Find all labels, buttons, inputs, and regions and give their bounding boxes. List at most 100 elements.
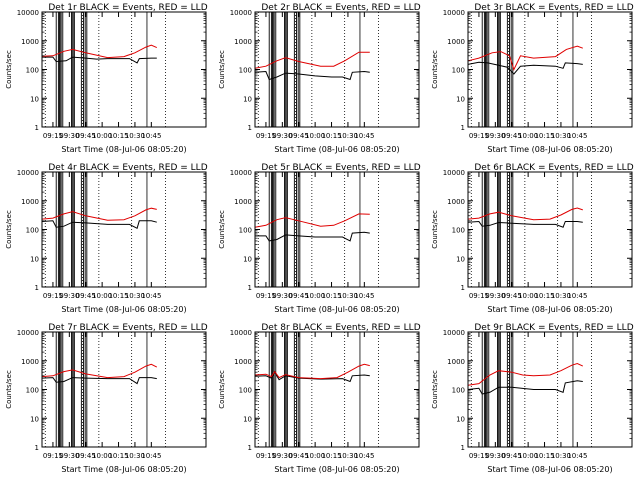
x-axis-label: Start Time (08-Jul-06 08:05:20) xyxy=(274,465,399,474)
y-tick-label: 1000 xyxy=(21,358,39,366)
y-tick-label: 10 xyxy=(243,95,252,103)
y-tick-label: 10 xyxy=(456,95,465,103)
data-gap-bar xyxy=(497,171,500,288)
data-gap-bar xyxy=(486,11,490,128)
x-tick-label: 09:30 xyxy=(272,452,292,460)
x-tick-label: 10:30 xyxy=(125,132,145,140)
lld-series-line xyxy=(467,362,584,386)
y-tick-label: 100 xyxy=(26,227,39,235)
data-gap-bar xyxy=(72,331,75,448)
data-gap-bar xyxy=(59,331,62,448)
x-tick-label: 10:15 xyxy=(534,292,554,300)
data-gap-bar xyxy=(272,171,275,288)
x-axis-label: Start Time (08-Jul-06 08:05:20) xyxy=(274,145,399,154)
axes-frame xyxy=(467,11,633,128)
x-tick-label: 10:45 xyxy=(567,132,587,140)
y-tick-label: 100 xyxy=(239,227,252,235)
x-tick-label: 09:45 xyxy=(502,292,522,300)
x-tick-label: 09:30 xyxy=(59,292,79,300)
x-tick-label: 10:00 xyxy=(518,292,538,300)
axes-frame xyxy=(254,11,420,128)
x-tick-label: 09:45 xyxy=(76,132,96,140)
axes-frame xyxy=(41,331,207,448)
y-tick-label: 10 xyxy=(243,255,252,263)
data-gap-bar xyxy=(268,11,272,128)
y-tick-label: 1 xyxy=(248,444,252,452)
data-gap-bar xyxy=(485,331,488,448)
lld-series-line xyxy=(41,207,157,221)
data-gap-bar xyxy=(498,171,501,288)
x-tick-label: 10:30 xyxy=(125,292,145,300)
axes-frame xyxy=(467,171,633,288)
x-tick-label: 10:15 xyxy=(108,452,128,460)
axes-frame xyxy=(41,11,207,128)
y-tick-label: 1000 xyxy=(21,38,39,46)
lld-series-line xyxy=(254,363,370,380)
x-tick-label: 09:45 xyxy=(289,292,309,300)
x-tick-label: 10:45 xyxy=(141,132,161,140)
x-tick-label: 10:15 xyxy=(108,292,128,300)
y-tick-label: 1 xyxy=(248,284,252,292)
data-gap-bar xyxy=(285,11,288,128)
x-tick-label: 10:30 xyxy=(551,452,571,460)
y-tick-label: 10000 xyxy=(230,329,252,337)
x-axis-label: Start Time (08-Jul-06 08:05:20) xyxy=(487,145,612,154)
data-gap-bar xyxy=(297,11,301,128)
data-gap-bar xyxy=(285,331,288,448)
axes-frame xyxy=(41,171,207,288)
x-tick-label: 10:30 xyxy=(338,452,358,460)
x-tick-label: 10:15 xyxy=(534,452,554,460)
axes-frame xyxy=(254,171,420,288)
data-gap-bar xyxy=(84,11,88,128)
lld-series-line xyxy=(467,207,583,221)
y-tick-label: 10000 xyxy=(443,169,465,177)
x-tick-label: 09:15 xyxy=(256,292,276,300)
y-tick-label: 10 xyxy=(30,415,39,423)
data-gap-bar xyxy=(485,11,488,128)
x-tick-label: 09:30 xyxy=(485,292,505,300)
x-axis-label: Start Time (08-Jul-06 08:05:20) xyxy=(487,305,612,314)
lld-series-line xyxy=(41,44,157,59)
data-gap-bar xyxy=(284,171,287,288)
x-tick-label: 10:15 xyxy=(108,132,128,140)
x-tick-label: 10:30 xyxy=(338,132,358,140)
x-tick-label: 10:15 xyxy=(321,132,341,140)
data-gap-bar xyxy=(273,331,277,448)
panel-title: Det 5r BLACK = Events, RED = LLD xyxy=(261,163,420,173)
x-tick-label: 09:30 xyxy=(272,292,292,300)
data-gap-bar xyxy=(273,171,277,288)
data-gap-bar xyxy=(72,171,75,288)
y-tick-label: 10 xyxy=(243,415,252,423)
x-tick-label: 09:45 xyxy=(502,452,522,460)
x-tick-label: 09:45 xyxy=(76,452,96,460)
data-gap-bar xyxy=(273,11,277,128)
data-gap-bar xyxy=(272,11,275,128)
y-tick-label: 100 xyxy=(239,67,252,75)
chart-panel-1: Det 1r BLACK = Events, RED = LLD Counts/s… xyxy=(5,3,208,154)
y-axis-label: Counts/sec xyxy=(431,50,439,89)
y-axis-label: Counts/sec xyxy=(5,50,13,89)
y-tick-label: 1 xyxy=(461,124,465,132)
y-tick-label: 10000 xyxy=(230,9,252,17)
lld-series-line xyxy=(467,45,583,71)
data-gap-bar xyxy=(497,331,500,448)
x-tick-label: 10:00 xyxy=(92,132,112,140)
x-tick-label: 10:00 xyxy=(305,292,325,300)
y-tick-label: 100 xyxy=(452,67,465,75)
x-tick-label: 09:45 xyxy=(289,452,309,460)
y-tick-label: 1000 xyxy=(234,198,252,206)
y-axis-label: Counts/sec xyxy=(218,50,226,89)
x-tick-label: 10:00 xyxy=(518,452,538,460)
y-tick-label: 10000 xyxy=(17,329,39,337)
chart-panel-8: Det 8r BLACK = Events, RED = LLD Counts/s… xyxy=(218,323,421,474)
data-gap-bar xyxy=(297,331,301,448)
x-tick-label: 09:45 xyxy=(76,292,96,300)
x-tick-label: 10:00 xyxy=(92,452,112,460)
y-tick-label: 100 xyxy=(452,227,465,235)
x-tick-label: 09:15 xyxy=(256,132,276,140)
x-tick-label: 09:15 xyxy=(43,132,63,140)
x-tick-label: 10:15 xyxy=(321,292,341,300)
chart-panel-4: Det 4r BLACK = Events, RED = LLD Counts/s… xyxy=(5,163,208,314)
events-series-line xyxy=(42,56,157,64)
